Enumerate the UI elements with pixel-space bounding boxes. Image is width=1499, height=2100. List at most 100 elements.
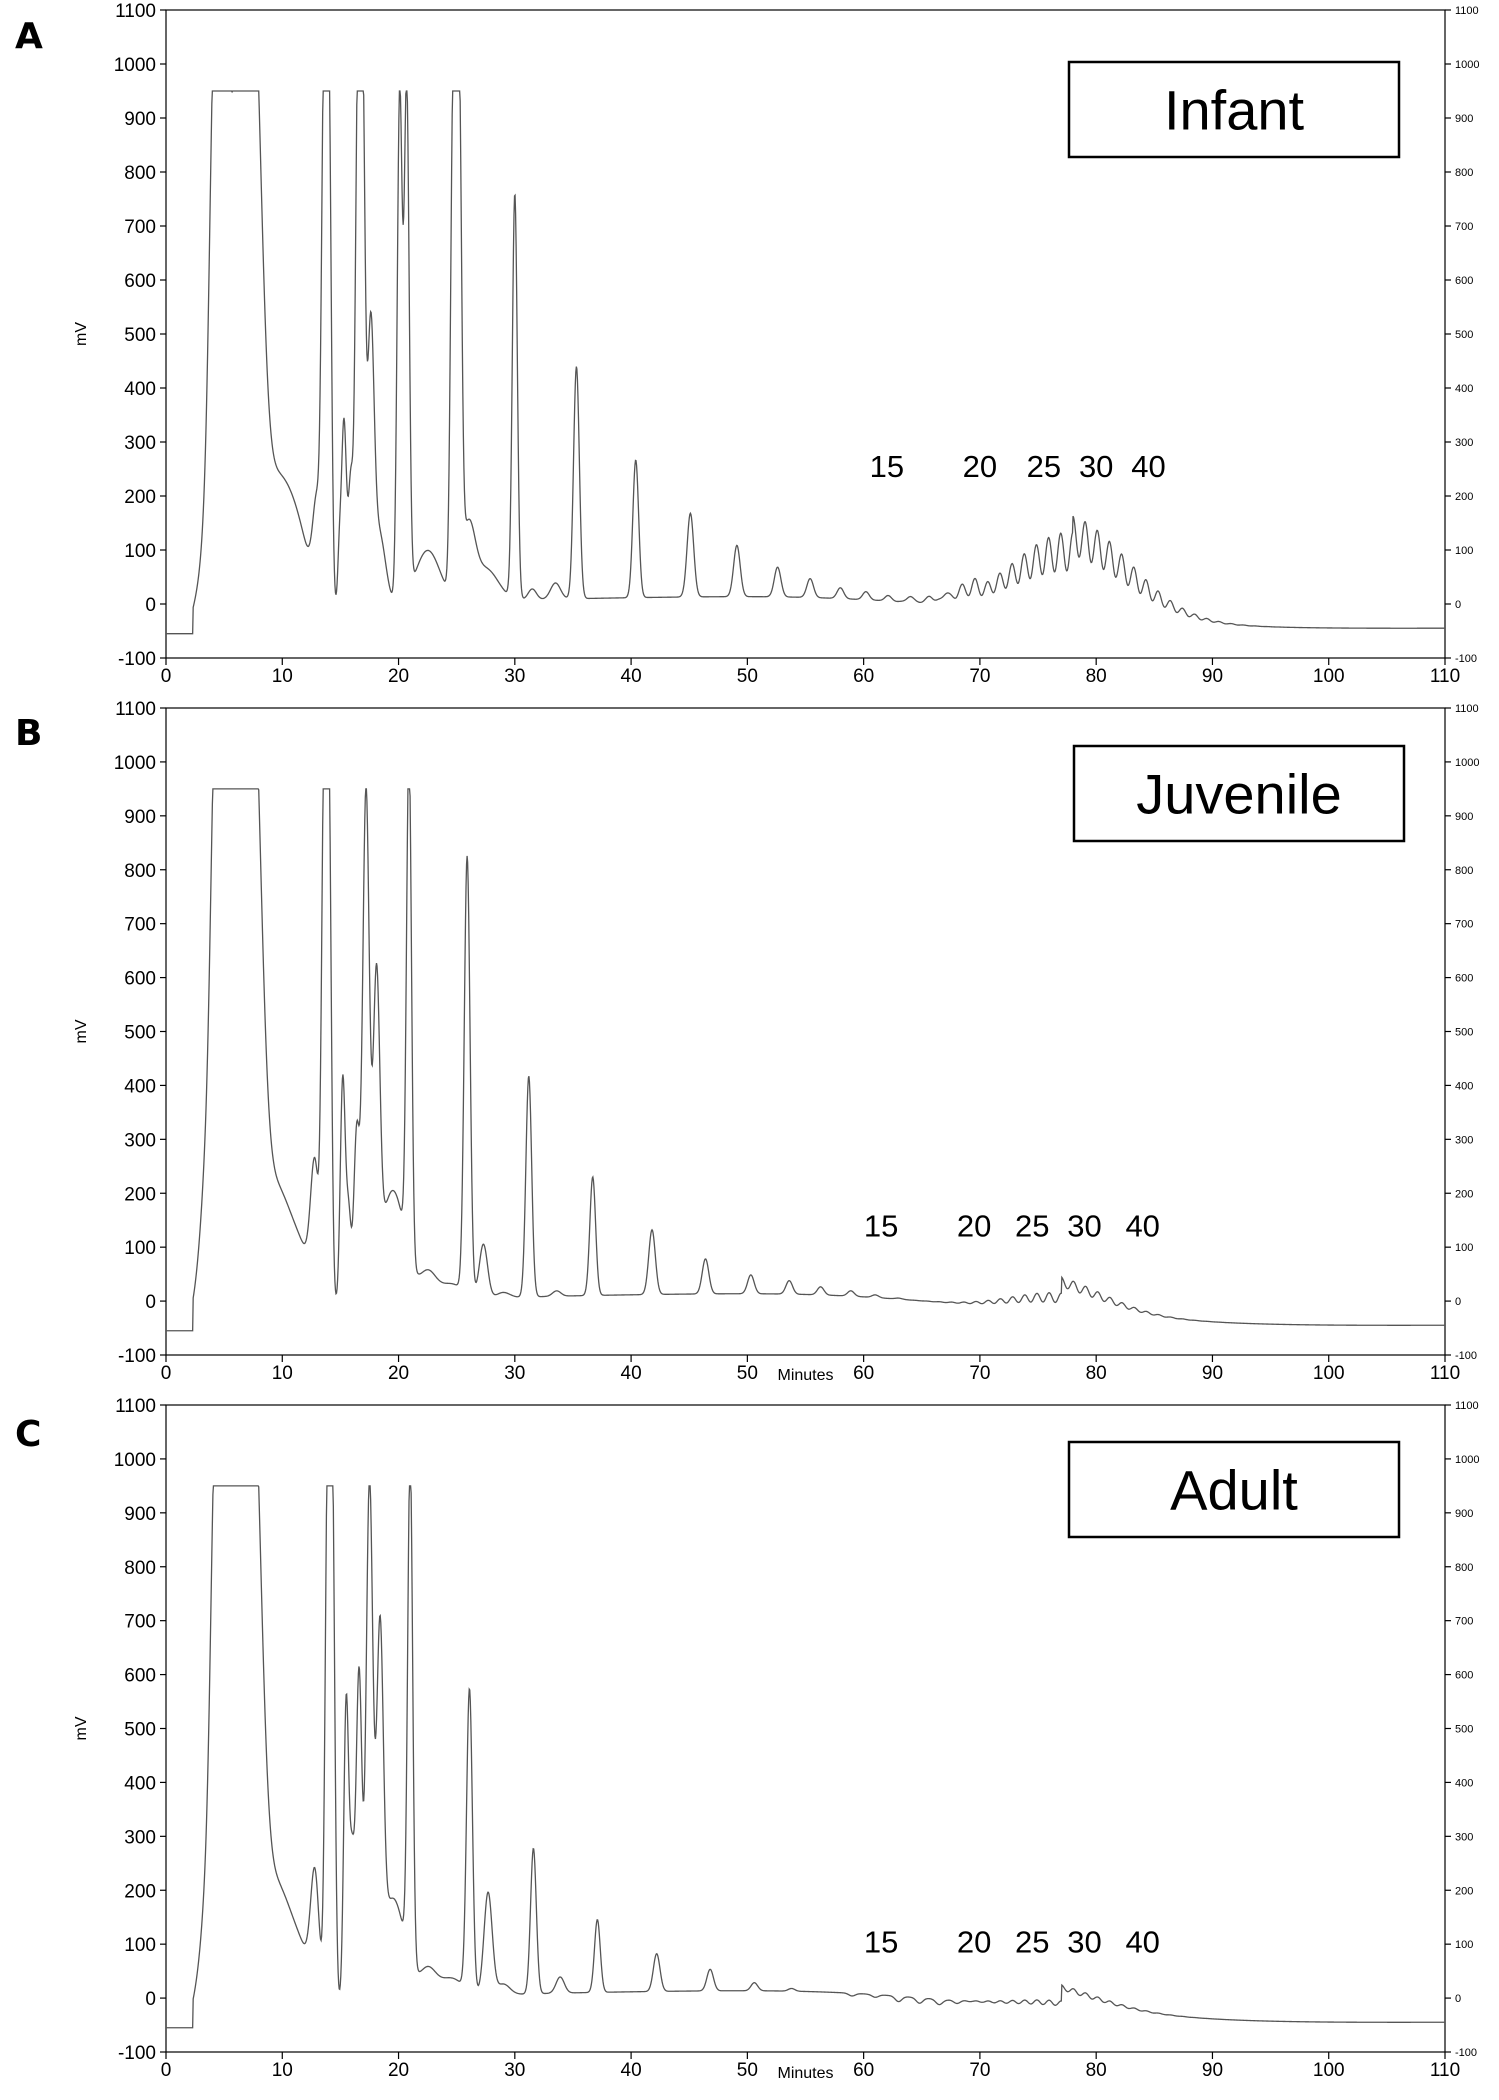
x-tick-label: 90 [1202, 2060, 1223, 2081]
x-axis-label: Minutes [777, 2065, 833, 2082]
panel-letter: C [15, 1414, 41, 1455]
y-tick-label-right: 600 [1455, 275, 1473, 287]
y-tick-label: 900 [124, 807, 156, 828]
y-tick-label: 0 [145, 595, 156, 616]
x-tick-label: 100 [1313, 666, 1345, 687]
y-axis-label: mV [73, 1019, 90, 1043]
x-tick-label: 60 [853, 2060, 874, 2081]
y-tick-label-right: 800 [1455, 865, 1473, 877]
x-tick-label: 40 [621, 1363, 642, 1384]
y-tick-label: 100 [124, 1238, 156, 1259]
x-tick-label: 10 [272, 666, 293, 687]
y-tick-label-right: 1100 [1455, 703, 1479, 715]
x-tick-label: 50 [737, 2060, 758, 2081]
y-tick-label-right: 400 [1455, 383, 1473, 395]
x-tick-label: 30 [504, 1363, 525, 1384]
y-tick-label: 100 [124, 1935, 156, 1956]
x-tick-label: 0 [161, 2060, 172, 2081]
y-tick-label: -100 [118, 2043, 156, 2064]
y-tick-label-right: 900 [1455, 113, 1473, 125]
y-tick-label: 500 [124, 1023, 156, 1044]
y-tick-label-right: 600 [1455, 1670, 1473, 1682]
y-tick-label: 600 [124, 969, 156, 990]
y-tick-label-right: 800 [1455, 167, 1473, 179]
y-tick-label: 400 [124, 1773, 156, 1794]
chromatogram-trace [166, 1485, 1445, 2029]
y-axis-label: mV [73, 1716, 90, 1740]
peak-label: 20 [957, 1924, 991, 1959]
y-tick-label: 900 [124, 109, 156, 130]
x-tick-label: 20 [388, 1363, 409, 1384]
y-tick-label-right: 500 [1455, 1027, 1473, 1039]
y-tick-label: 500 [124, 1720, 156, 1741]
y-tick-label-right: 0 [1455, 599, 1461, 611]
y-tick-label: 600 [124, 1666, 156, 1687]
y-tick-label-right: -100 [1455, 2047, 1477, 2059]
y-tick-label-right: 700 [1455, 221, 1473, 233]
x-tick-label: 110 [1430, 666, 1460, 687]
y-tick-label-right: 900 [1455, 811, 1473, 823]
y-tick-label-right: 500 [1455, 329, 1473, 341]
y-tick-label: 0 [145, 1292, 156, 1313]
x-tick-label: 0 [161, 666, 172, 687]
peak-label: 15 [864, 1208, 898, 1243]
x-tick-label: 70 [969, 666, 990, 687]
panel-letter: A [15, 16, 43, 57]
y-tick-label: 1000 [114, 55, 156, 76]
y-tick-label: 400 [124, 1076, 156, 1097]
y-tick-label-right: 400 [1455, 1080, 1473, 1092]
x-tick-label: 90 [1202, 1363, 1223, 1384]
y-tick-label: 700 [124, 1612, 156, 1633]
y-tick-label: 100 [124, 541, 156, 562]
y-tick-label-right: 500 [1455, 1724, 1473, 1736]
y-tick-label-right: 600 [1455, 973, 1473, 985]
x-tick-label: 90 [1202, 666, 1223, 687]
y-tick-label-right: 1100 [1455, 1400, 1479, 1412]
x-tick-label: 110 [1430, 2060, 1460, 2081]
y-tick-label-right: 300 [1455, 437, 1473, 449]
y-tick-label-right: 0 [1455, 1296, 1461, 1308]
y-tick-label: 1000 [114, 753, 156, 774]
y-tick-label: -100 [118, 649, 156, 670]
y-tick-label: 300 [124, 433, 156, 454]
x-tick-label: 30 [504, 2060, 525, 2081]
y-tick-label-right: 200 [1455, 1188, 1473, 1200]
stage-label-box [1067, 1440, 1401, 1539]
y-tick-label-right: 1000 [1455, 757, 1479, 769]
y-tick-label: 1100 [115, 699, 156, 720]
peak-label: 20 [957, 1208, 991, 1243]
y-tick-label-right: 100 [1455, 1939, 1473, 1951]
x-tick-label: 40 [621, 666, 642, 687]
x-tick-label: 60 [853, 1363, 874, 1384]
y-tick-label: 200 [124, 1184, 156, 1205]
y-tick-label: 900 [124, 1504, 156, 1525]
stage-label: Infant [1164, 79, 1305, 142]
y-tick-label: 600 [124, 271, 156, 292]
stage-label: Adult [1170, 1459, 1298, 1522]
x-axis-label: Minutes [777, 1367, 833, 1384]
peak-label: 40 [1131, 449, 1165, 484]
peak-label: 15 [870, 449, 904, 484]
peak-label: 30 [1067, 1208, 1101, 1243]
y-tick-label-right: 200 [1455, 1885, 1473, 1897]
panel-letter: B [15, 713, 42, 754]
y-tick-label-right: 800 [1455, 1562, 1473, 1574]
y-tick-label: 400 [124, 379, 156, 400]
peak-label: 30 [1079, 449, 1113, 484]
y-tick-label: 1100 [115, 1, 156, 22]
y-tick-label-right: 700 [1455, 1616, 1473, 1628]
x-tick-label: 60 [853, 666, 874, 687]
chromatogram-trace [166, 90, 1445, 635]
chromatogram-trace [166, 788, 1445, 1332]
y-tick-label-right: 1000 [1455, 59, 1479, 71]
y-tick-label: 300 [124, 1827, 156, 1848]
x-tick-label: 0 [161, 1363, 172, 1384]
x-tick-label: 10 [272, 2060, 293, 2081]
y-tick-label-right: 100 [1455, 1242, 1473, 1254]
y-tick-label-right: -100 [1455, 1350, 1477, 1362]
peak-label: 25 [1015, 1924, 1049, 1959]
x-tick-label: 80 [1086, 666, 1107, 687]
peak-label: 40 [1125, 1208, 1159, 1243]
